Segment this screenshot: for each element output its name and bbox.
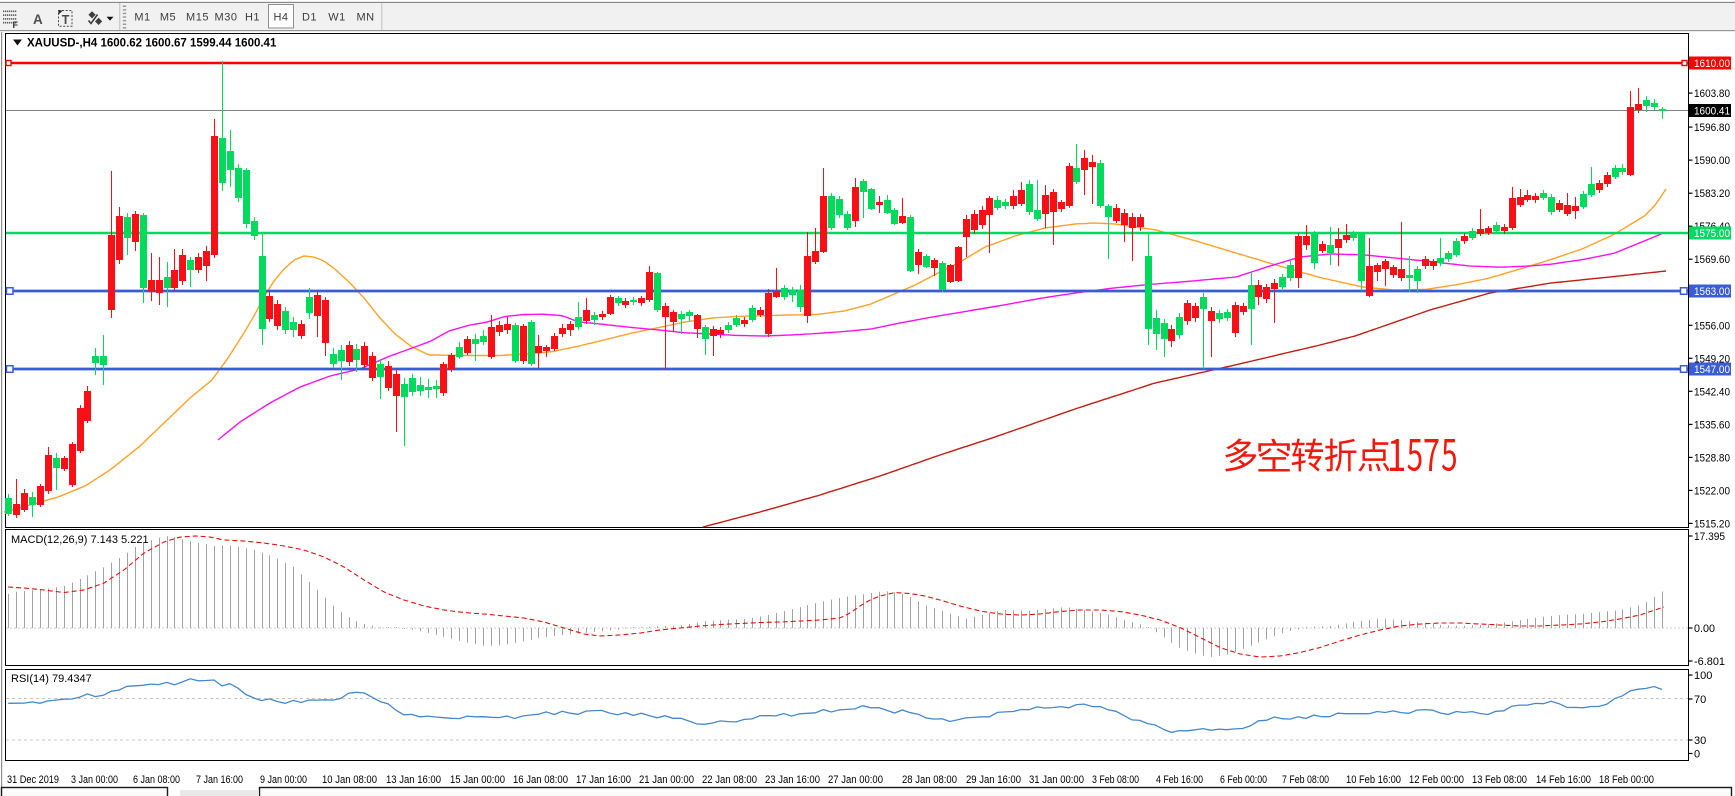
svg-text:7 Feb 08:00: 7 Feb 08:00 (1282, 774, 1329, 786)
svg-text:1522.00: 1522.00 (1694, 485, 1730, 497)
svg-text:M30: M30 (215, 12, 238, 24)
svg-text:23 Jan 16:00: 23 Jan 16:00 (765, 774, 820, 786)
svg-text:MN: MN (356, 12, 374, 24)
svg-text:1603.80: 1603.80 (1694, 88, 1730, 100)
svg-text:15 Jan 00:00: 15 Jan 00:00 (450, 774, 505, 786)
svg-text:H4: H4 (273, 12, 288, 24)
svg-text:XAUUSD-,H4 1600.62 1600.67 15: XAUUSD-,H4 1600.62 1600.67 1599.44 1600.… (27, 38, 277, 50)
svg-text:M5: M5 (160, 12, 176, 24)
svg-text:10 Feb 16:00: 10 Feb 16:00 (1346, 774, 1401, 786)
svg-text:H1: H1 (245, 12, 260, 24)
svg-text:6 Feb 00:00: 6 Feb 00:00 (1220, 774, 1267, 786)
svg-text:-6.801: -6.801 (1694, 656, 1725, 668)
svg-text:13 Jan 16:00: 13 Jan 16:00 (386, 774, 441, 786)
svg-text:0: 0 (1694, 749, 1700, 761)
svg-text:1542.40: 1542.40 (1694, 386, 1730, 398)
svg-text:1515.20: 1515.20 (1694, 518, 1730, 530)
svg-text:70: 70 (1694, 694, 1706, 706)
svg-text:9 Jan 00:00: 9 Jan 00:00 (260, 774, 307, 786)
svg-text:RSI(14) 79.4347: RSI(14) 79.4347 (11, 673, 92, 685)
svg-text:10 Jan 08:00: 10 Jan 08:00 (322, 774, 377, 786)
svg-text:A: A (33, 12, 43, 27)
svg-text:3 Feb 08:00: 3 Feb 08:00 (1092, 774, 1139, 786)
svg-text:F: F (13, 20, 19, 30)
svg-text:22 Jan 08:00: 22 Jan 08:00 (702, 774, 757, 786)
svg-text:0.00: 0.00 (1694, 623, 1715, 635)
svg-text:M15: M15 (186, 12, 209, 24)
svg-text:100: 100 (1694, 670, 1712, 682)
svg-text:31 Jan 00:00: 31 Jan 00:00 (1029, 774, 1084, 786)
svg-text:27 Jan 00:00: 27 Jan 00:00 (828, 774, 883, 786)
svg-text:1569.60: 1569.60 (1694, 254, 1730, 266)
svg-text:1575.00: 1575.00 (1694, 228, 1730, 240)
svg-text:1583.20: 1583.20 (1694, 188, 1730, 200)
svg-text:1549.20: 1549.20 (1694, 353, 1730, 365)
svg-text:1556.00: 1556.00 (1694, 320, 1730, 332)
svg-text:18 Feb 00:00: 18 Feb 00:00 (1599, 774, 1654, 786)
svg-text:21 Jan 00:00: 21 Jan 00:00 (639, 774, 694, 786)
svg-text:1563.00: 1563.00 (1694, 286, 1730, 298)
svg-text:12 Feb 00:00: 12 Feb 00:00 (1409, 774, 1464, 786)
svg-text:31 Dec 2019: 31 Dec 2019 (7, 774, 59, 786)
svg-text:1596.80: 1596.80 (1694, 122, 1730, 134)
svg-text:14 Feb 16:00: 14 Feb 16:00 (1536, 774, 1591, 786)
svg-text:1547.00: 1547.00 (1694, 364, 1730, 376)
svg-text:7 Jan 16:00: 7 Jan 16:00 (196, 774, 243, 786)
svg-text:17.395: 17.395 (1694, 531, 1725, 543)
svg-text:4 Feb 16:00: 4 Feb 16:00 (1156, 774, 1203, 786)
svg-text:29 Jan 16:00: 29 Jan 16:00 (966, 774, 1021, 786)
svg-text:30: 30 (1694, 735, 1706, 747)
svg-text:M1: M1 (134, 12, 150, 24)
svg-text:16 Jan 08:00: 16 Jan 08:00 (513, 774, 568, 786)
svg-text:13 Feb 08:00: 13 Feb 08:00 (1472, 774, 1527, 786)
svg-text:MACD(12,26,9) 7.143 5.221: MACD(12,26,9) 7.143 5.221 (11, 534, 149, 546)
svg-text:T: T (62, 13, 70, 27)
svg-text:1535.60: 1535.60 (1694, 419, 1730, 431)
svg-text:1590.00: 1590.00 (1694, 155, 1730, 167)
svg-text:6 Jan 08:00: 6 Jan 08:00 (133, 774, 180, 786)
svg-text:28 Jan 08:00: 28 Jan 08:00 (902, 774, 957, 786)
svg-text:3 Jan 00:00: 3 Jan 00:00 (71, 774, 118, 786)
svg-text:1528.80: 1528.80 (1694, 452, 1730, 464)
svg-text:1600.41: 1600.41 (1694, 106, 1730, 118)
svg-text:1610.00: 1610.00 (1694, 58, 1730, 70)
svg-text:D1: D1 (302, 12, 317, 24)
svg-text:W1: W1 (328, 12, 346, 24)
svg-text:17 Jan 16:00: 17 Jan 16:00 (576, 774, 631, 786)
